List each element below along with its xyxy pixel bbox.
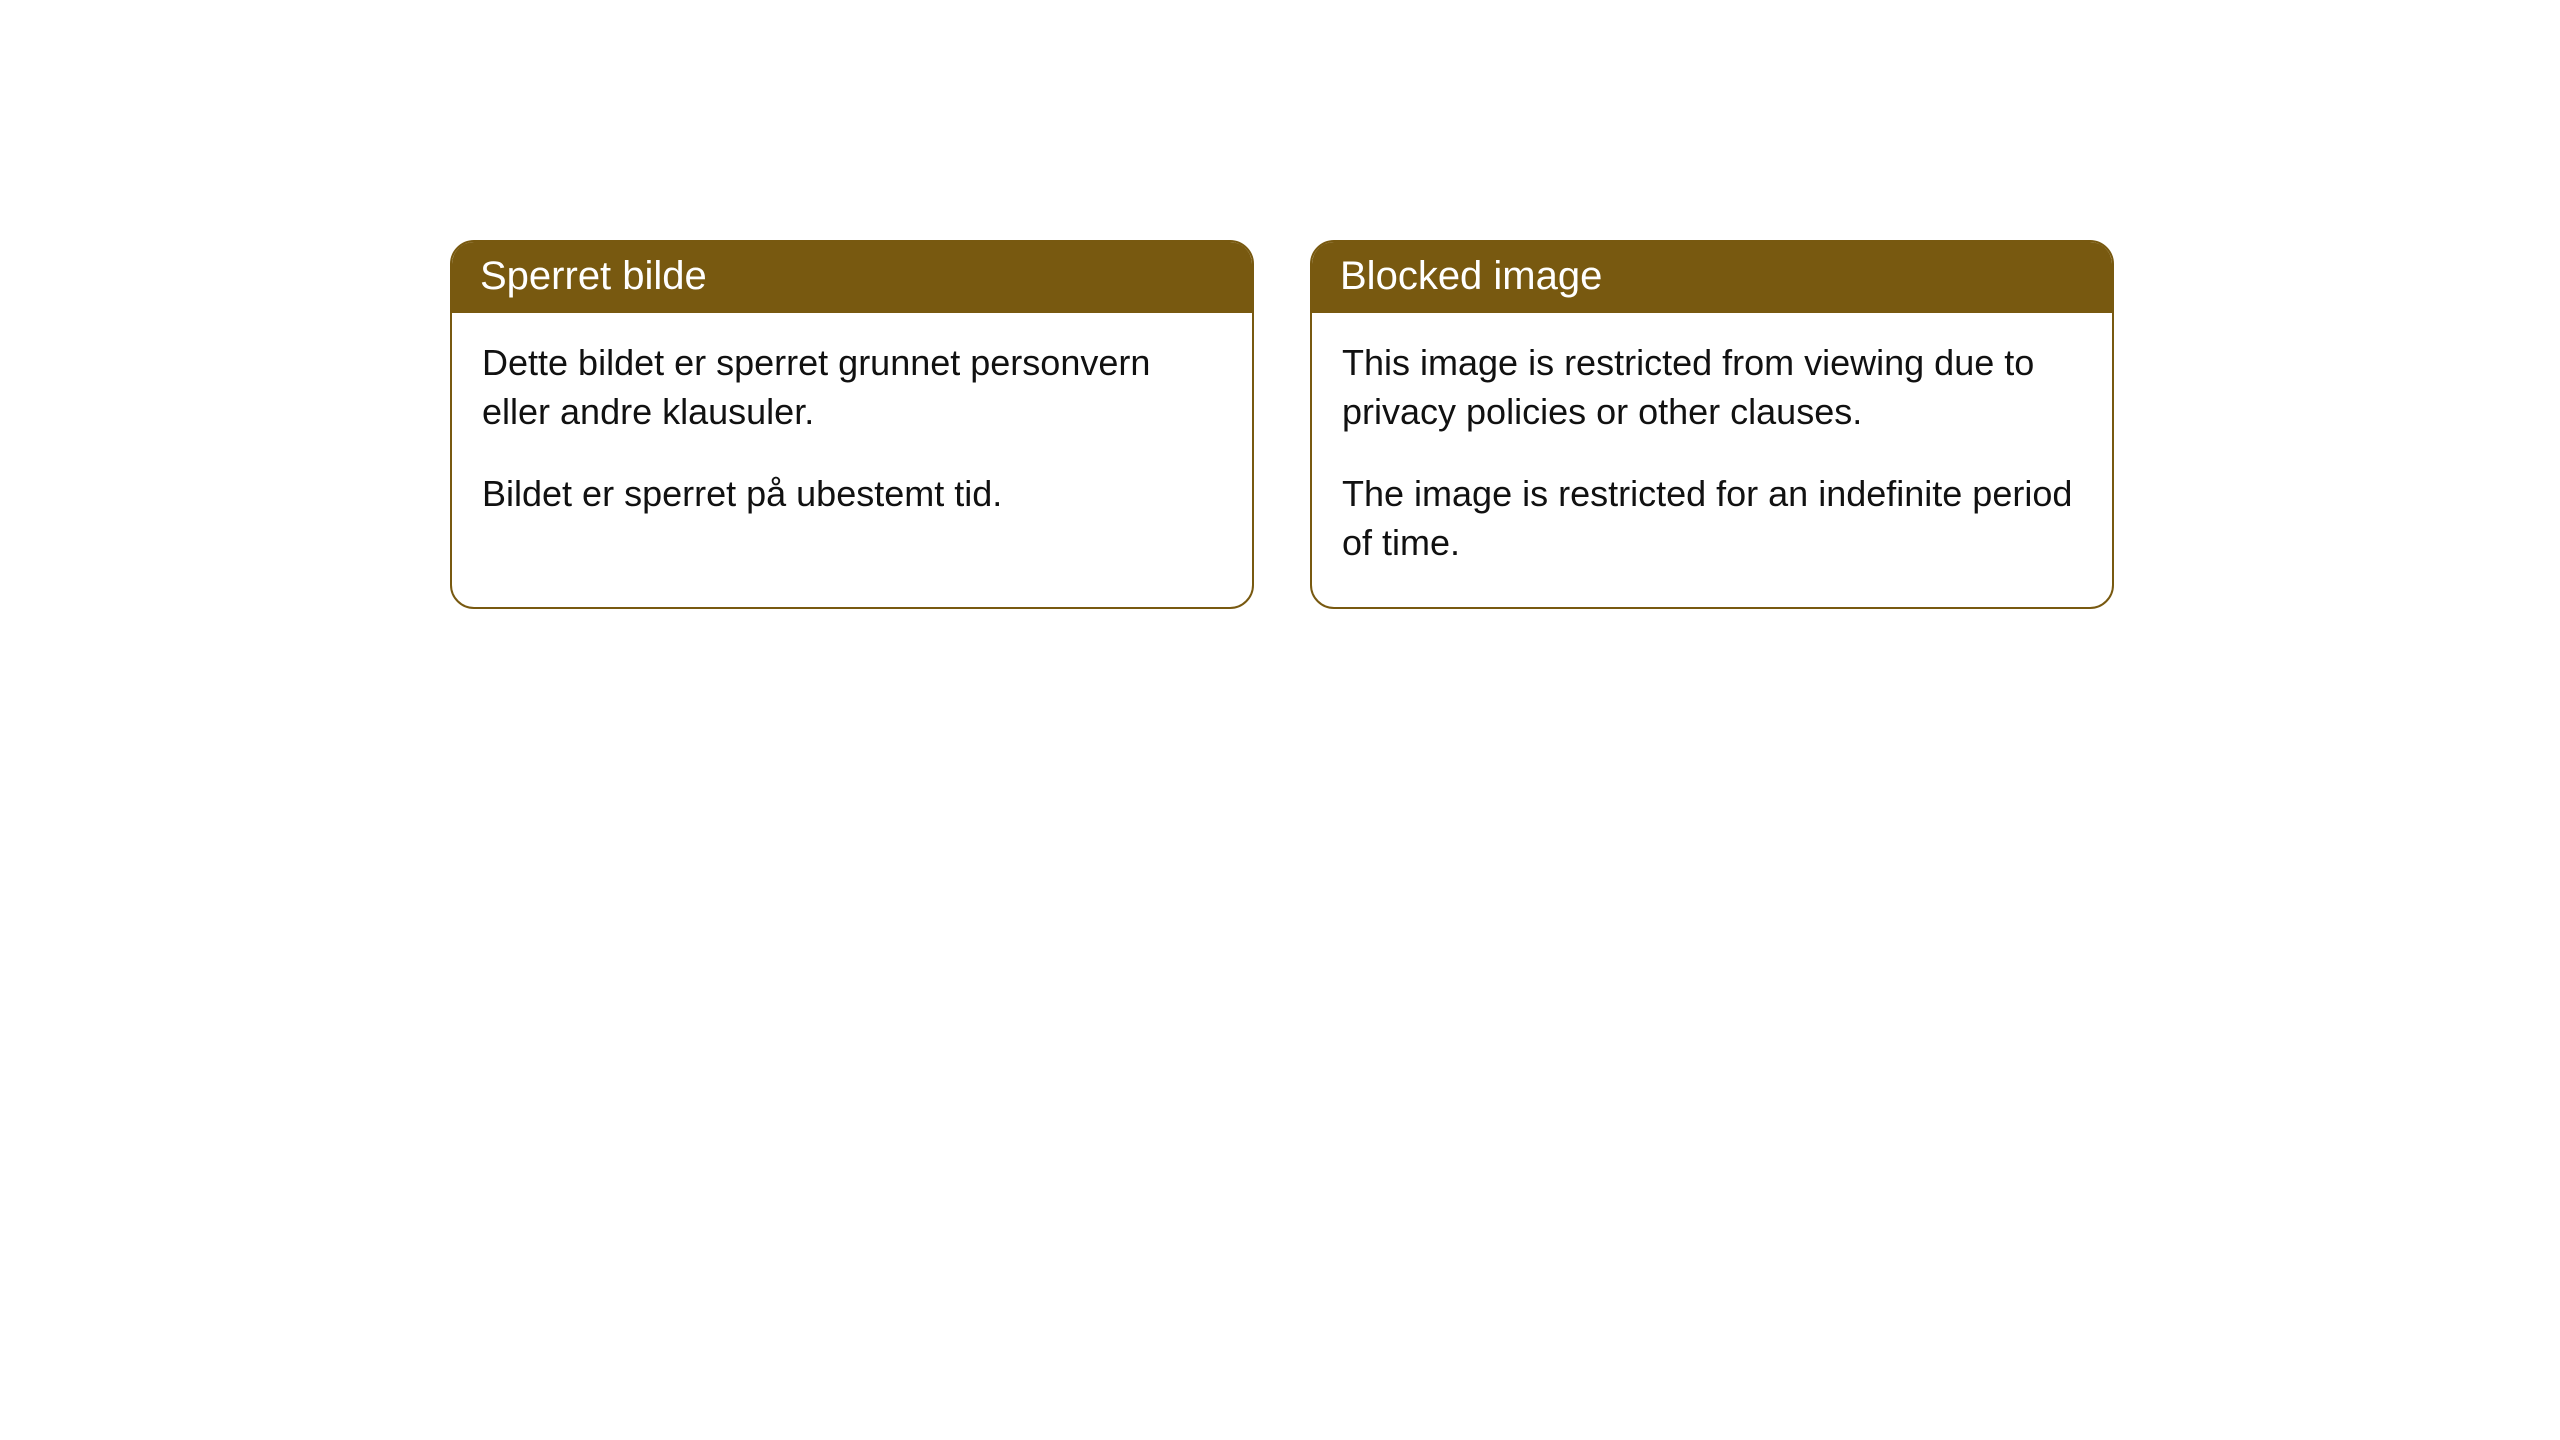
blocked-image-card-norwegian: Sperret bilde Dette bildet er sperret gr… <box>450 240 1254 609</box>
card-title: Sperret bilde <box>452 242 1252 313</box>
blocked-image-card-english: Blocked image This image is restricted f… <box>1310 240 2114 609</box>
card-paragraph: Dette bildet er sperret grunnet personve… <box>482 339 1222 436</box>
notice-cards-container: Sperret bilde Dette bildet er sperret gr… <box>450 240 2114 609</box>
card-paragraph: The image is restricted for an indefinit… <box>1342 470 2082 567</box>
card-title: Blocked image <box>1312 242 2112 313</box>
card-paragraph: This image is restricted from viewing du… <box>1342 339 2082 436</box>
card-body: This image is restricted from viewing du… <box>1312 313 2112 607</box>
card-body: Dette bildet er sperret grunnet personve… <box>452 313 1252 559</box>
card-paragraph: Bildet er sperret på ubestemt tid. <box>482 470 1222 519</box>
